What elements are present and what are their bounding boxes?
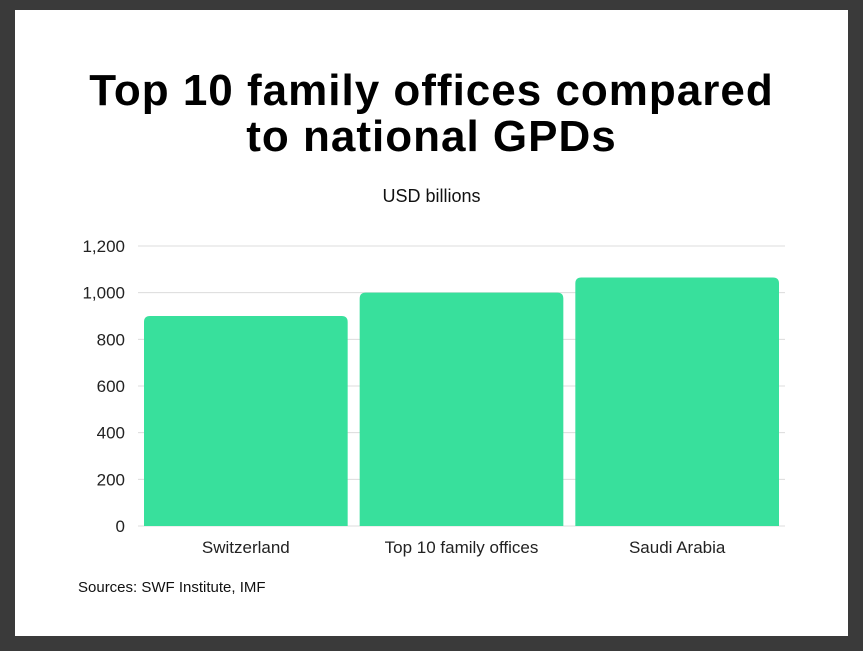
y-tick-label: 400 bbox=[97, 424, 125, 443]
bar bbox=[575, 277, 779, 526]
bar bbox=[144, 316, 348, 526]
source-note: Sources: SWF Institute, IMF bbox=[78, 579, 266, 596]
y-tick-label: 0 bbox=[116, 517, 125, 536]
chart-subtitle: USD billions bbox=[382, 186, 481, 206]
y-tick-label: 1,200 bbox=[82, 237, 125, 256]
bar bbox=[359, 292, 564, 526]
y-tick-label: 600 bbox=[97, 377, 125, 396]
chart-title: Top 10 family offices compared to nation… bbox=[89, 66, 774, 161]
y-tick-label: 1,000 bbox=[82, 284, 125, 303]
chart-title-box: Top 10 family offices compared to nation… bbox=[15, 68, 848, 160]
y-tick-label: 800 bbox=[97, 330, 125, 349]
y-tick-label: 200 bbox=[97, 470, 125, 489]
x-tick-label: Saudi Arabia bbox=[629, 538, 726, 557]
x-tick-label: Top 10 family offices bbox=[385, 538, 539, 557]
x-tick-label: Switzerland bbox=[202, 538, 290, 557]
